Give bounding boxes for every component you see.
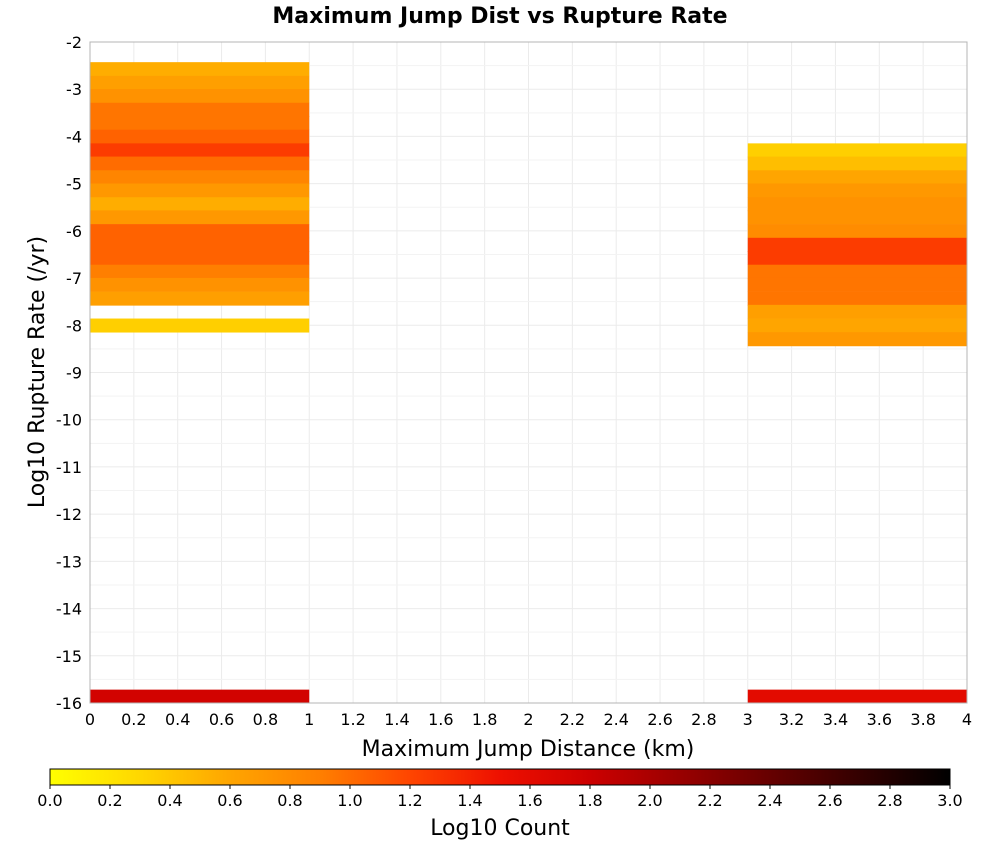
heatmap-cell: [90, 156, 310, 171]
x-tick-label: 0: [85, 710, 95, 729]
y-tick-label: -5: [66, 175, 82, 194]
heatmap-cell: [90, 183, 310, 198]
heatmap-cell: [90, 102, 310, 117]
colorbar-tick-label: 1.2: [397, 791, 422, 810]
x-tick-label: 2.2: [560, 710, 585, 729]
heatmap-cell: [90, 291, 310, 306]
colorbar-tick-label: 0.4: [157, 791, 182, 810]
colorbar-tick-label: 2.8: [877, 791, 902, 810]
heatmap-cell: [747, 291, 967, 306]
x-tick-label: 0.2: [121, 710, 146, 729]
heatmap-cell: [90, 689, 310, 703]
x-tick-label: 3: [743, 710, 753, 729]
colorbar-tick-label: 0.0: [37, 791, 62, 810]
heatmap-cell: [747, 332, 967, 347]
colorbar-tick-label: 3.0: [937, 791, 962, 810]
y-tick-label: -9: [66, 364, 82, 383]
colorbar-tick-label: 1.0: [337, 791, 362, 810]
y-tick-label: -12: [56, 505, 82, 524]
x-tick-label: 2.6: [647, 710, 672, 729]
heatmap-cell: [747, 277, 967, 292]
heatmap-cell: [90, 170, 310, 185]
x-tick-label: 4: [962, 710, 972, 729]
heatmap-cell: [747, 318, 967, 333]
y-tick-label: -15: [56, 647, 82, 666]
heatmap-cell: [90, 237, 310, 252]
x-tick-label: 0.6: [209, 710, 234, 729]
heatmap-cell: [747, 251, 967, 266]
x-axis-title: Maximum Jump Distance (km): [362, 737, 695, 762]
y-tick-label: -3: [66, 80, 82, 99]
heatmap-cell: [90, 129, 310, 144]
y-tick-label: -6: [66, 222, 82, 241]
heatmap-cells: [90, 62, 967, 703]
colorbar-tick-label: 1.6: [517, 791, 542, 810]
y-tick-label: -13: [56, 552, 82, 571]
x-tick-label: 1: [304, 710, 314, 729]
x-tick-label: 0.4: [165, 710, 190, 729]
heatmap-cell: [747, 170, 967, 185]
chart-title: Maximum Jump Dist vs Rupture Rate: [272, 4, 727, 29]
colorbar-tick-label: 0.2: [97, 791, 122, 810]
heatmap-cell: [90, 89, 310, 104]
x-tick-label: 1.6: [428, 710, 453, 729]
colorbar-title: Log10 Count: [430, 816, 570, 841]
heatmap-cell: [90, 143, 310, 158]
colorbar-tick-label: 2.0: [637, 791, 662, 810]
heatmap-cell: [90, 62, 310, 77]
colorbar-tick-label: 2.2: [697, 791, 722, 810]
y-tick-label: -7: [66, 269, 82, 288]
y-tick-label: -10: [56, 411, 82, 430]
x-tick-label: 1.2: [340, 710, 365, 729]
y-tick-label: -8: [66, 316, 82, 335]
colorbar-ticks: 0.0 0.2 0.4 0.6 0.8 1.0 1.2 1.4 1.6 1.8 2.0 2.2 2.4 2…: [37, 785, 963, 810]
heatmap-cell: [747, 156, 967, 171]
heatmap-cell: [747, 689, 967, 703]
heatmap-cell: [747, 237, 967, 252]
y-axis-title: Log10 Rupture Rate (/yr): [25, 236, 50, 508]
colorbar-tick-label: 2.4: [757, 791, 782, 810]
y-tick-label: -14: [56, 600, 82, 619]
x-axis-ticks: 0 0.2 0.4 0.6 0.8 1 1.2 1.4 1.6 1.8 2 2.2 2.4 2.6 2.8 3…: [85, 710, 972, 729]
heatmap-cell: [747, 264, 967, 279]
heatmap-cell: [747, 224, 967, 239]
heatmap-cell: [90, 251, 310, 266]
heatmap-cell: [90, 318, 310, 333]
x-tick-label: 3.6: [867, 710, 892, 729]
y-axis-ticks: -2 -3 -4 -5 -6 -7 -8 -9 -10 -11 -12 -13 -14 -15 -16: [56, 33, 82, 713]
x-tick-label: 2.8: [691, 710, 716, 729]
heatmap-cell: [90, 224, 310, 239]
y-tick-label: -11: [56, 458, 82, 477]
colorbar-tick-label: 1.4: [457, 791, 482, 810]
colorbar-tick-label: 0.6: [217, 791, 242, 810]
heatmap-cell: [90, 277, 310, 292]
x-tick-label: 2.4: [603, 710, 628, 729]
colorbar-tick-label: 1.8: [577, 791, 602, 810]
colorbar: [49, 768, 951, 786]
heatmap-cell: [90, 210, 310, 225]
x-tick-label: 1.8: [472, 710, 497, 729]
heatmap-cell: [747, 183, 967, 198]
heatmap-cell: [90, 197, 310, 212]
x-tick-label: 1.4: [384, 710, 409, 729]
x-tick-label: 3.4: [823, 710, 848, 729]
heatmap-cell: [90, 264, 310, 279]
plot-border: [89, 41, 968, 704]
colorbar-tick-label: 0.8: [277, 791, 302, 810]
heatmap-cell: [747, 197, 967, 212]
y-tick-label: -16: [56, 694, 82, 713]
y-tick-label: -2: [66, 33, 82, 52]
x-tick-label: 3.2: [779, 710, 804, 729]
heatmap-cell: [90, 75, 310, 90]
heatmap-cell: [747, 210, 967, 225]
heatmap-cell: [747, 143, 967, 158]
heatmap-cell: [90, 115, 310, 130]
y-tick-label: -4: [66, 127, 82, 146]
x-tick-label: 2: [523, 710, 533, 729]
x-tick-label: 0.8: [253, 710, 278, 729]
x-tick-label: 3.8: [910, 710, 935, 729]
colorbar-tick-label: 2.6: [817, 791, 842, 810]
heatmap-cell: [747, 304, 967, 319]
